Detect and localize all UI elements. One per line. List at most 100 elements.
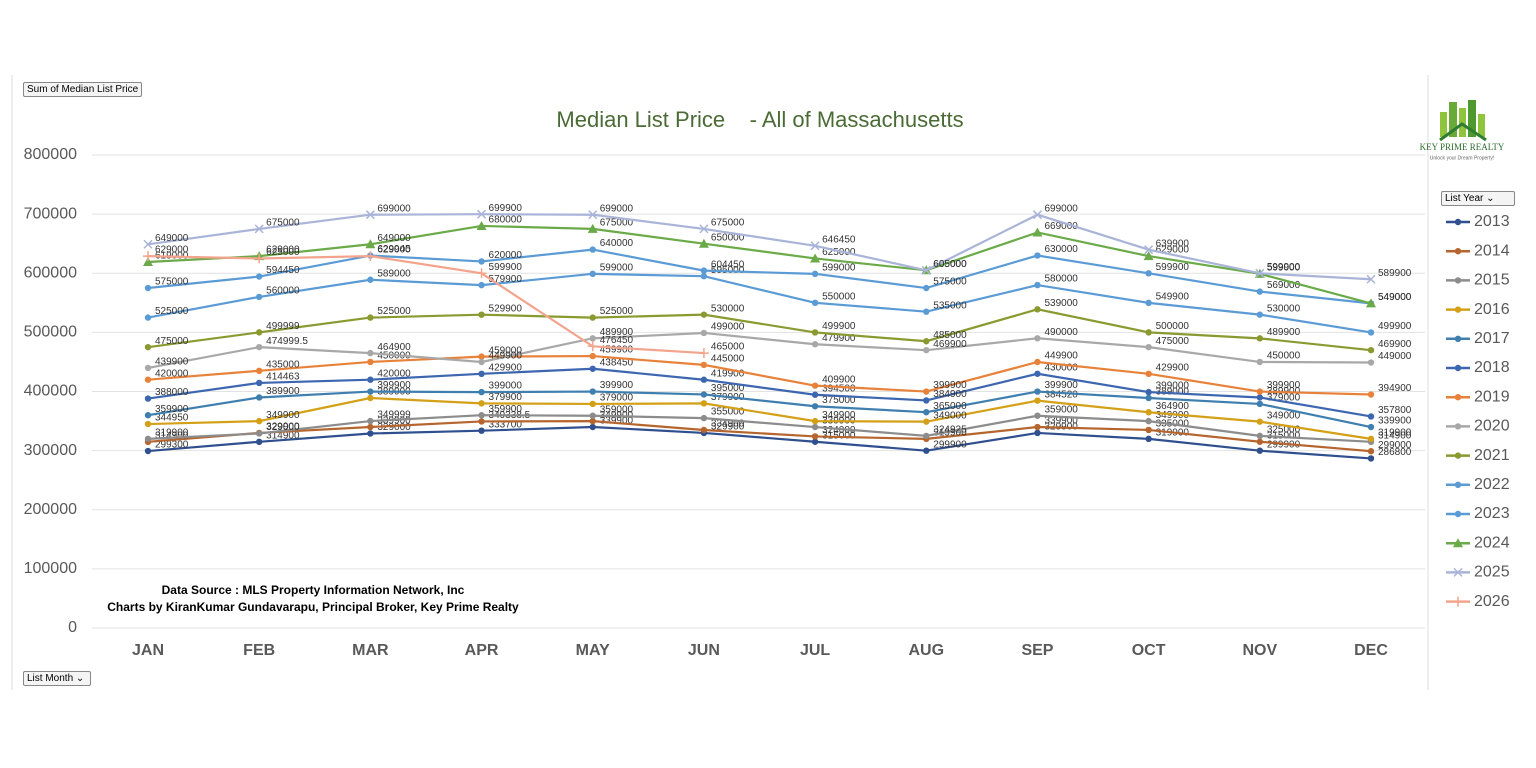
- marker: [700, 429, 708, 437]
- data-label: 429900: [1156, 362, 1190, 373]
- data-label: 449900: [1044, 351, 1078, 362]
- marker: [478, 358, 485, 366]
- data-label: 646450: [822, 234, 856, 245]
- marker: [1145, 329, 1152, 336]
- data-label: 529900: [489, 303, 523, 314]
- value-button[interactable]: Sum of Median List Price: [23, 82, 143, 97]
- data-label: 399900: [377, 380, 411, 391]
- annotation: Data Source : MLS Property Information N…: [162, 583, 465, 597]
- data-label: 599000: [1267, 262, 1301, 273]
- legend-label: 2020: [1474, 418, 1510, 435]
- legend-label: 2025: [1474, 564, 1510, 581]
- data-label: 319900: [933, 427, 967, 438]
- marker: [587, 341, 598, 352]
- x-tick-label: NOV: [1242, 642, 1277, 659]
- data-label: 639900: [1156, 238, 1190, 249]
- data-label: 389900: [266, 386, 300, 397]
- marker: [1454, 335, 1462, 342]
- marker: [1367, 455, 1375, 462]
- data-label: 589900: [1378, 268, 1412, 279]
- data-label: 384520: [1044, 389, 1078, 400]
- marker: [1453, 596, 1463, 607]
- marker: [1367, 438, 1375, 446]
- data-label: 699000: [600, 203, 634, 214]
- data-label: 314900: [155, 430, 189, 441]
- marker: [923, 284, 930, 292]
- data-label: 699000: [377, 203, 411, 214]
- marker: [1145, 299, 1152, 307]
- data-label: 420000: [155, 368, 189, 379]
- x-tick-label: DEC: [1354, 642, 1388, 659]
- x-tick-label: FEB: [243, 642, 275, 659]
- month-filter[interactable]: List Month ⌄: [23, 671, 91, 686]
- data-label: 364900: [1156, 401, 1190, 412]
- data-label: 605000: [933, 259, 967, 270]
- marker: [1145, 394, 1152, 402]
- data-label: 629000: [266, 245, 300, 256]
- marker: [1454, 452, 1462, 459]
- data-label: 549000: [1378, 292, 1412, 303]
- marker: [810, 241, 820, 251]
- marker: [1256, 288, 1264, 295]
- data-label: 619000: [155, 251, 189, 262]
- data-label: 530000: [1267, 303, 1301, 314]
- marker: [700, 426, 708, 434]
- x-tick-label: AUG: [908, 642, 944, 659]
- series-line: [147, 272, 1372, 334]
- marker: [144, 395, 152, 402]
- data-label: 379000: [600, 393, 634, 404]
- marker: [255, 394, 263, 401]
- marker: [811, 433, 819, 440]
- marker: [589, 246, 596, 253]
- data-label: 329000: [377, 422, 411, 433]
- data-label: 319900: [1156, 427, 1190, 438]
- marker: [367, 276, 374, 283]
- y-tick-label: 200000: [24, 501, 77, 518]
- data-label: 349000: [1267, 410, 1301, 421]
- data-label: 349900: [266, 410, 300, 421]
- data-label: 439900: [155, 357, 189, 368]
- marker: [255, 273, 263, 280]
- marker: [367, 314, 374, 321]
- data-label: 489900: [600, 327, 634, 338]
- marker: [478, 370, 485, 378]
- data-label: 499900: [1378, 321, 1412, 332]
- marker: [811, 403, 819, 410]
- legend-label: 2015: [1474, 272, 1510, 289]
- marker: [255, 343, 263, 351]
- data-label: 379900: [489, 392, 523, 403]
- year-filter[interactable]: List Year ⌄: [1441, 191, 1515, 206]
- series: 420000 435000 450000 459000 459900 445000 4099…: [144, 345, 1510, 405]
- marker: [1454, 364, 1462, 372]
- marker: [144, 420, 152, 428]
- marker: [255, 417, 263, 425]
- data-label: 669000: [1044, 221, 1078, 232]
- data-label: 629000: [155, 245, 189, 256]
- data-label: 344950: [155, 413, 189, 424]
- marker: [923, 338, 930, 345]
- y-tick-label: 800000: [24, 146, 77, 163]
- data-label: 357800: [1378, 405, 1412, 416]
- logo-tagline: Unlock your Dream Property!: [1430, 155, 1494, 161]
- marker: [923, 418, 930, 425]
- marker: [923, 447, 930, 454]
- legend-label: 2022: [1474, 476, 1510, 493]
- data-label: 699900: [489, 203, 523, 214]
- data-label: 419900: [711, 368, 745, 379]
- marker: [144, 314, 152, 321]
- data-label: 475000: [1156, 336, 1190, 347]
- data-label: 286800: [1378, 447, 1412, 458]
- marker: [923, 432, 930, 440]
- series: 649000 675000 699000 699900 699000 675000 6464…: [143, 203, 1510, 581]
- marker: [367, 417, 374, 425]
- series-line: [147, 425, 1372, 460]
- data-label: 459000: [489, 345, 523, 356]
- data-label: 599900: [1267, 262, 1301, 273]
- marker: [1032, 210, 1042, 220]
- x-tick-label: SEP: [1021, 642, 1053, 659]
- marker: [1034, 397, 1041, 404]
- marker: [700, 400, 708, 407]
- y-tick-label: 700000: [24, 205, 77, 222]
